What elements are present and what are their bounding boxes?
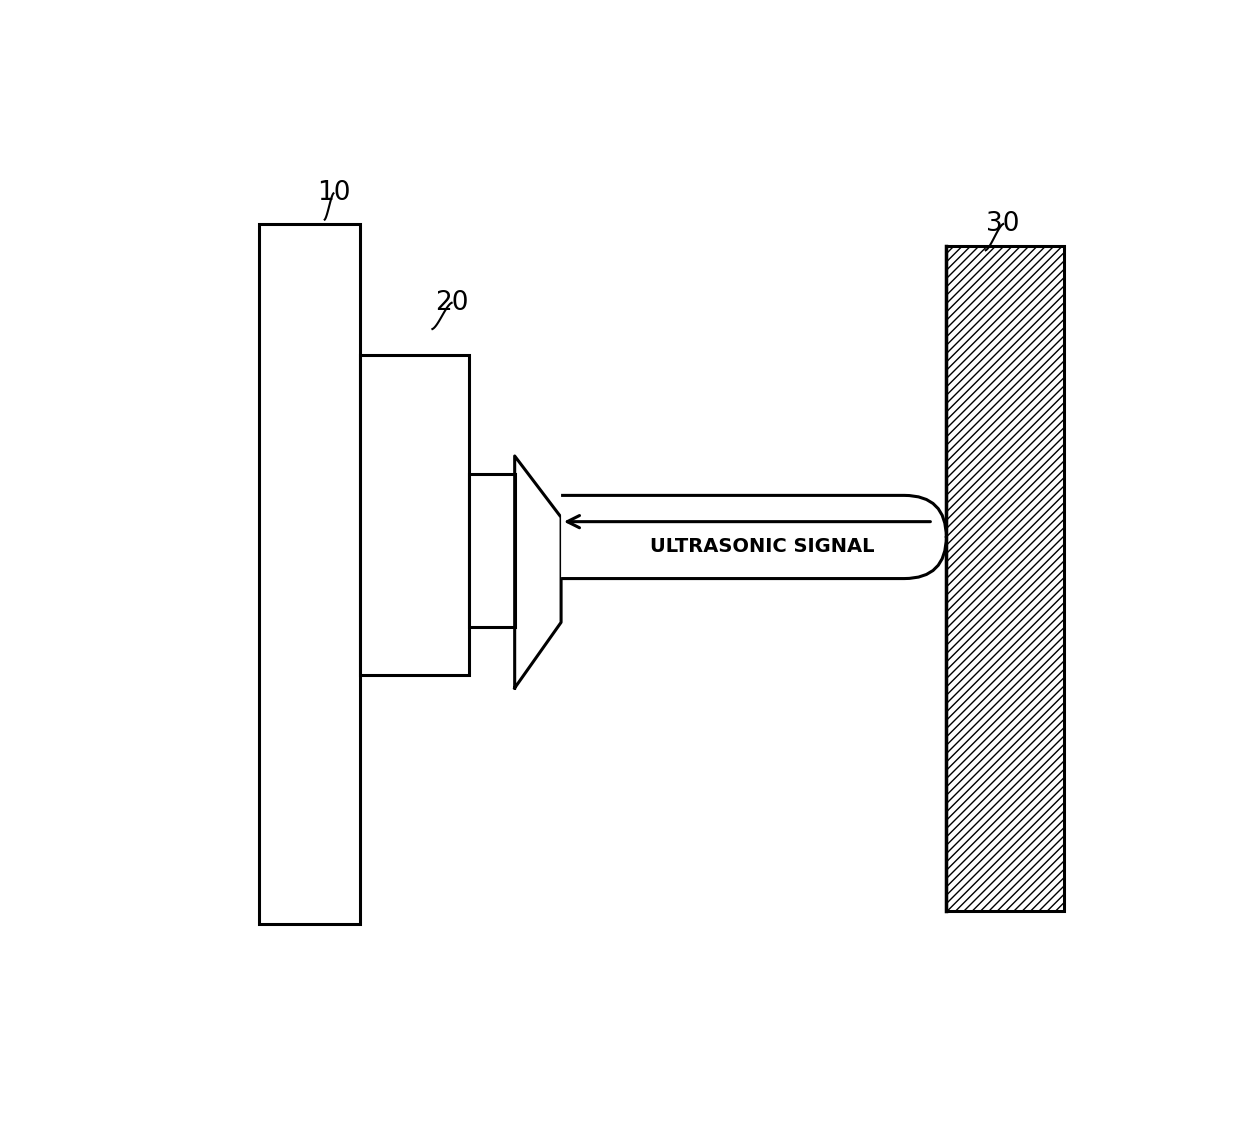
Bar	[946, 246, 1064, 911]
Bar	[259, 224, 360, 924]
PathPatch shape	[560, 496, 946, 579]
Text: 20: 20	[435, 290, 469, 316]
Text: ULTRASONIC SIGNAL: ULTRASONIC SIGNAL	[650, 538, 874, 556]
Bar	[469, 473, 515, 626]
Bar	[360, 355, 469, 675]
Bar	[946, 246, 1064, 911]
Text: 10: 10	[316, 181, 350, 206]
Text: 30: 30	[987, 211, 1021, 236]
